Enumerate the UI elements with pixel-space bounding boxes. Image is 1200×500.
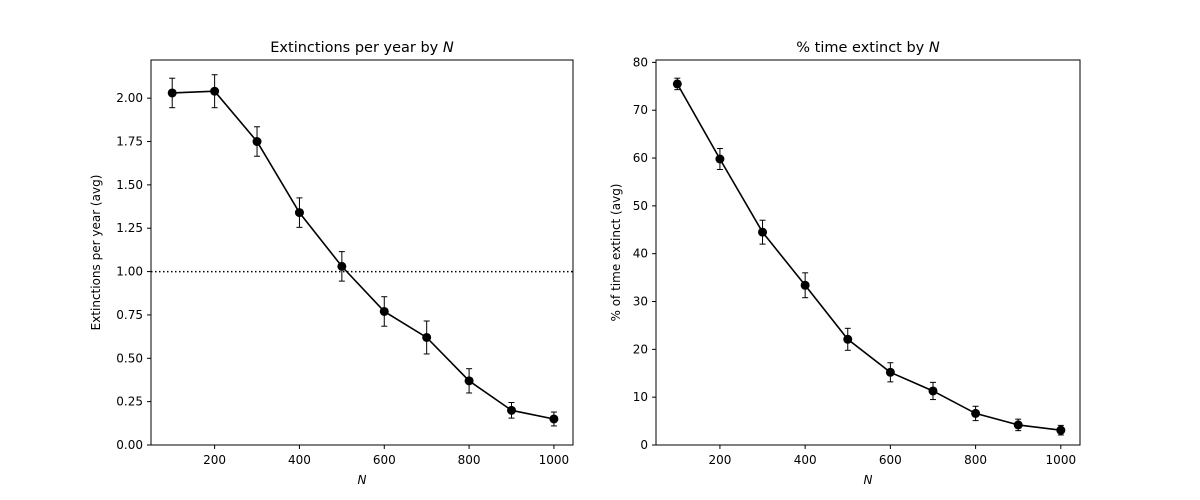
y-tick-label: 0.75 [116,308,143,322]
data-point [507,405,517,415]
chart-title: % time extinct by N [796,40,940,56]
data-point [252,137,262,147]
data-point [1056,425,1066,435]
series-line [172,90,555,420]
data-point [885,367,895,377]
x-tick-label: 1000 [1046,453,1077,467]
y-tick-label: 20 [633,342,648,356]
y-tick-label: 80 [633,55,648,69]
y-tick-label: 2.00 [116,91,143,105]
data-point [294,208,304,218]
plot-frame [655,59,1081,446]
y-axis-label: % of time extinct (avg) [609,184,623,322]
x-tick-label: 400 [288,453,311,467]
x-tick-label: 600 [879,453,902,467]
data-point [549,414,559,424]
y-tick-label: 50 [633,199,648,213]
y-tick-label: 40 [633,247,648,261]
data-point [758,227,768,237]
x-tick-label: 400 [794,453,817,467]
data-point [971,408,981,418]
chart-title-variable: N [443,40,454,56]
data-point [464,376,474,386]
x-tick-label: 1000 [539,453,570,467]
x-tick-label: 200 [708,453,731,467]
data-point [167,88,177,98]
y-tick-label: 0.00 [116,438,143,452]
y-tick-label: 60 [633,151,648,165]
series-line [676,83,1061,431]
y-tick-label: 0.25 [116,395,143,409]
y-tick-label: 30 [633,295,648,309]
y-tick-label: 1.75 [116,135,143,149]
data-point [210,86,220,96]
chart-title: Extinctions per year by N [270,40,454,56]
data-point [337,261,347,271]
x-tick-label: 800 [458,453,481,467]
chart-title-variable: N [929,40,940,56]
y-tick-label: 1.00 [116,265,143,279]
data-point [800,280,810,290]
chart-extinctions-per-year: 200 400 600 800 1000 0.00 0.25 0.50 0.75 1.00 1.25… [89,40,574,487]
x-tick-label: 200 [203,453,226,467]
chart-percent-time-extinct: 200 400 600 800 1000 0 10 20 30 40 50 60 70 80 % time … [609,40,1081,487]
data-point [928,386,938,396]
x-tick-label: 600 [373,453,396,467]
y-tick-label: 1.25 [116,221,143,235]
plot-frame [150,59,574,446]
y-tick-label: 10 [633,390,648,404]
data-point [379,306,389,316]
data-point [715,154,725,164]
data-point [422,332,432,342]
y-tick-label: 0 [640,438,648,452]
x-axis-label: N [358,473,367,487]
y-tick-label: 70 [633,103,648,117]
data-point [1013,420,1023,430]
y-tick-label: 0.50 [116,351,143,365]
chart-title-text: Extinctions per year by [270,40,443,56]
y-axis-label: Extinctions per year (avg) [89,175,103,331]
chart-title-text: % time extinct by [796,40,929,56]
x-axis-label: N [864,473,873,487]
x-tick-label: 800 [964,453,987,467]
data-point [843,334,853,344]
y-tick-label: 1.50 [116,178,143,192]
data-point [672,79,682,89]
